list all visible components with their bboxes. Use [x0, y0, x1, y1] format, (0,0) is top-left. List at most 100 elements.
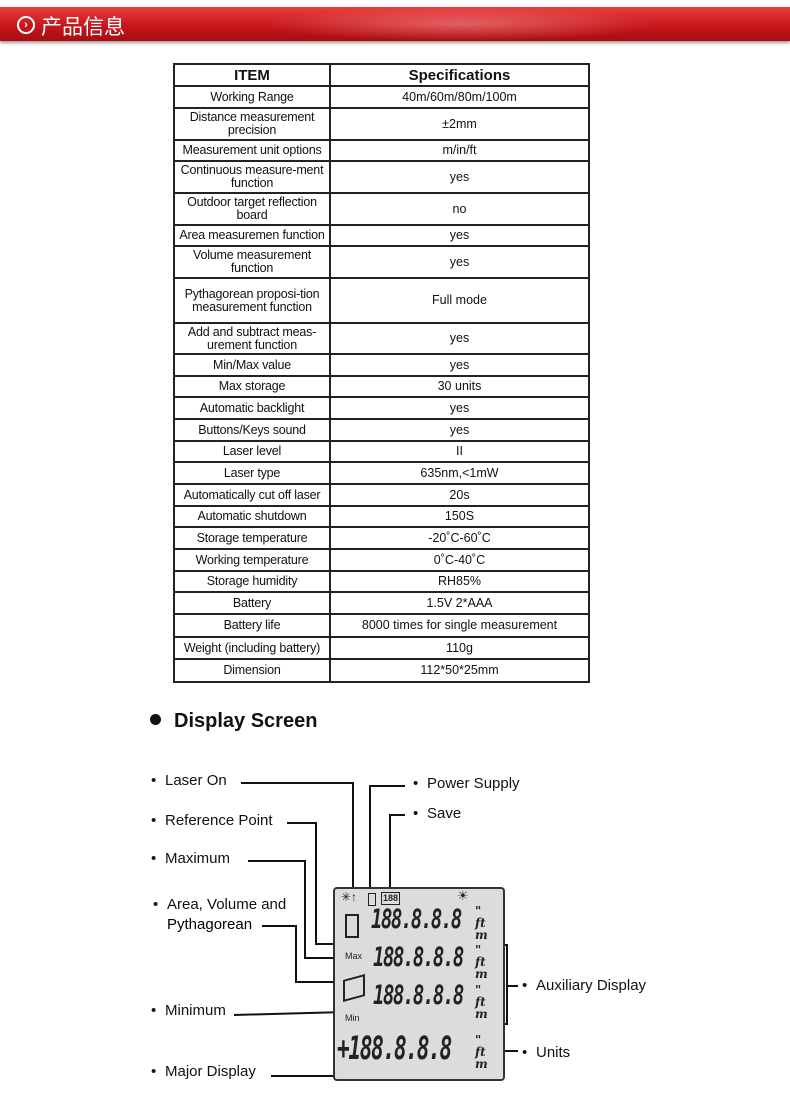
label-major-display: Major Display	[151, 1062, 256, 1082]
cell-item: Storage temperature	[173, 526, 331, 550]
cell-item: Battery	[173, 591, 331, 615]
table-row: Distance measurement precision ±2mm	[173, 107, 590, 141]
cell-item: Area measuremen function	[173, 224, 331, 247]
cell-item: Battery life	[173, 613, 331, 638]
banner-title: 产品信息	[41, 15, 125, 39]
label-area-2: Pythagorean	[167, 916, 253, 933]
cell-spec: m/in/ft	[329, 139, 590, 162]
cell-item: Distance measurement precision	[173, 107, 331, 141]
table-row: Storage humidity RH85%	[173, 570, 590, 593]
section-banner: › 产品信息	[0, 7, 790, 41]
cell-item: Pythagorean proposi-tion measurement fun…	[173, 277, 331, 324]
chevron-right-circle-icon: ›	[17, 16, 35, 34]
cell-spec: yes	[329, 322, 590, 355]
cell-item: Working Range	[173, 85, 331, 109]
table-row: Automatic shutdown 150S	[173, 505, 590, 528]
table-row: Automatically cut off laser 20s	[173, 483, 590, 507]
label-reference-point: Reference Point	[151, 811, 273, 831]
cell-spec: 20s	[329, 483, 590, 507]
cell-item: Automatic shutdown	[173, 505, 331, 528]
cell-spec: 0˚C-40˚C	[329, 548, 590, 572]
table-row: Outdoor target reflection board no	[173, 192, 590, 226]
table-row: Add and subtract meas-urement function ye…	[173, 322, 590, 355]
battery-icon	[368, 893, 376, 906]
lcd-max: Max	[345, 951, 363, 961]
cell-spec: II	[329, 440, 590, 463]
table-row: Continuous measure-ment function yes	[173, 160, 590, 194]
cell-item: Weight (including battery)	[173, 636, 331, 660]
cell-spec: -20˚C-60˚C	[329, 526, 590, 550]
label-minimum: Minimum	[151, 1001, 226, 1021]
cell-item: Automatic backlight	[173, 396, 331, 420]
cell-item: Laser type	[173, 461, 331, 485]
cell-item: Dimension	[173, 658, 331, 683]
banner-shine	[260, 7, 660, 41]
table-row: Storage temperature -20˚C-60˚C	[173, 526, 590, 550]
header-item: ITEM	[173, 63, 331, 87]
cell-spec: 30 units	[329, 375, 590, 398]
cell-item: Outdoor target reflection board	[173, 192, 331, 226]
table-row: Weight (including battery) 110g	[173, 636, 590, 660]
cell-item: Buttons/Keys sound	[173, 418, 331, 442]
label-save: Save	[413, 804, 461, 824]
cell-spec: no	[329, 192, 590, 226]
table-row: Measurement unit options m/in/ft	[173, 139, 590, 162]
cell-spec: 8000 times for single measurement	[329, 613, 590, 638]
cell-spec: yes	[329, 160, 590, 194]
table-row: Min/Max value yes	[173, 353, 590, 377]
laser-icon: ✳↑	[341, 890, 358, 904]
cell-item: Automatically cut off laser	[173, 483, 331, 507]
cell-spec: 635nm,<1mW	[329, 461, 590, 485]
area-volume-icon	[343, 974, 365, 1002]
cell-spec: 40m/60m/80m/100m	[329, 85, 590, 109]
cell-spec: ±2mm	[329, 107, 590, 141]
cell-item: Storage humidity	[173, 570, 331, 593]
cell-spec: yes	[329, 245, 590, 279]
lcd-min: Min	[345, 1013, 360, 1023]
cell-item: Add and subtract meas-urement function	[173, 322, 331, 355]
table-row: Area measuremen function yes	[173, 224, 590, 247]
cell-spec: yes	[329, 418, 590, 442]
label-maximum: Maximum	[151, 849, 230, 869]
label-power-supply: Power Supply	[413, 774, 519, 794]
reference-point-icon	[345, 914, 359, 938]
table-row: Volume measurement function yes	[173, 245, 590, 279]
table-row: Max storage 30 units	[173, 375, 590, 398]
lcd-major: +188.8.8.8	[337, 1029, 452, 1067]
lcd-units-1: " ft m	[475, 904, 488, 942]
lcd-row-1: 188.8.8.8	[371, 904, 462, 935]
lcd-units-2: " ft m	[475, 943, 488, 981]
label-laser-on: Laser On	[151, 771, 227, 791]
table-row: Battery 1.5V 2*AAA	[173, 591, 590, 615]
cell-item: Continuous measure-ment function	[173, 160, 331, 194]
table-row: Buttons/Keys sound yes	[173, 418, 590, 442]
cell-item: Working temperature	[173, 548, 331, 572]
cell-item: Volume measurement function	[173, 245, 331, 279]
backlight-icon: ☀	[457, 888, 469, 903]
table-row: Working Range 40m/60m/80m/100m	[173, 85, 590, 109]
cell-item: Max storage	[173, 375, 331, 398]
table-row: Automatic backlight yes	[173, 396, 590, 420]
label-auxiliary-display: Auxiliary Display	[522, 976, 646, 996]
table-row: Dimension 112*50*25mm	[173, 658, 590, 683]
cell-spec: yes	[329, 353, 590, 377]
table-row: Laser type 635nm,<1mW	[173, 461, 590, 485]
table-row: Battery life 8000 times for single measur…	[173, 613, 590, 638]
table-row: Laser level II	[173, 440, 590, 463]
cell-spec: yes	[329, 224, 590, 247]
cell-spec: Full mode	[329, 277, 590, 324]
cell-spec: 1.5V 2*AAA	[329, 591, 590, 615]
lcd-units-major: " ft m	[475, 1033, 488, 1071]
lcd-row-3: 188.8.8.8	[373, 980, 464, 1011]
lcd-units-3: " ft m	[475, 983, 488, 1021]
header-spec: Specifications	[329, 63, 590, 87]
cell-item: Laser level	[173, 440, 331, 463]
table-row: Pythagorean proposi-tion measurement fun…	[173, 277, 590, 324]
cell-spec: 150S	[329, 505, 590, 528]
cell-spec: yes	[329, 396, 590, 420]
lcd-screen: ✳↑ 188 ☀ 188.8.8.8 Max 188.8.8.8 Min 188…	[333, 887, 505, 1081]
cell-spec: 110g	[329, 636, 590, 660]
label-units: Units	[522, 1043, 570, 1063]
cell-item: Min/Max value	[173, 353, 331, 377]
